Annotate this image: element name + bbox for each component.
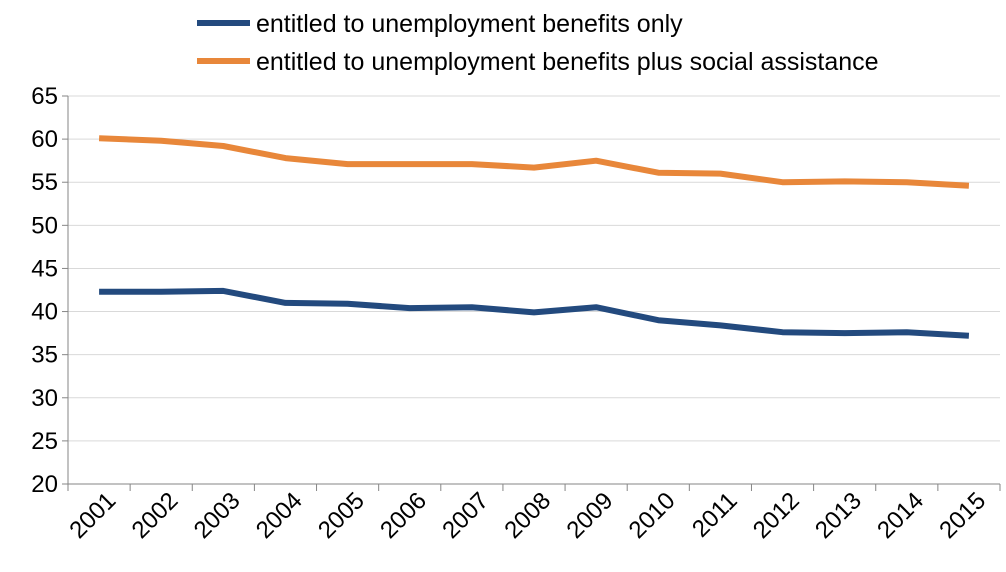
x-tick-label: 2010: [624, 487, 681, 544]
x-tick-label: 2005: [313, 487, 370, 544]
x-tick-label: 2004: [251, 487, 308, 544]
y-tick-label: 55: [31, 169, 58, 196]
x-axis: 2001 2002 2003 2004 2005 2006 2007 2008 2009 2010…: [64, 483, 1001, 544]
gridlines: [68, 95, 1000, 442]
legend-item-benefits-only: entitled to unemployment benefits only: [197, 10, 683, 38]
x-tick-label: 2014: [872, 487, 929, 544]
x-tick-label: 2011: [687, 487, 743, 543]
series-lines: [98, 135, 970, 339]
x-tick-label: 2012: [748, 487, 805, 544]
y-tick-label: 40: [31, 299, 58, 326]
x-tick-label: 2002: [127, 487, 184, 544]
series-line-0: [99, 287, 970, 339]
x-tick-label: 2007: [437, 487, 494, 544]
y-tick-label: 45: [31, 255, 58, 282]
legend-label-benefits-only: entitled to unemployment benefits only: [256, 10, 683, 38]
y-tick-label: 65: [31, 83, 58, 110]
legend-label-benefits-plus-assistance: entitled to unemployment benefits plus s…: [256, 48, 879, 76]
y-tick-label: 30: [31, 385, 58, 412]
y-tick-label: 20: [31, 471, 58, 498]
legend-item-benefits-plus-assistance: entitled to unemployment benefits plus s…: [197, 48, 879, 76]
x-tick-label: 2003: [189, 487, 246, 544]
x-tick-label: 2001: [64, 487, 121, 544]
y-tick-label: 60: [31, 126, 58, 153]
x-tick-label: 2013: [810, 487, 867, 544]
y-tick-label: 25: [31, 428, 58, 455]
y-tick-label: 35: [31, 342, 58, 369]
x-tick-label: 2008: [499, 487, 556, 544]
y-tick-label: 50: [31, 212, 58, 239]
legend: entitled to unemployment benefits only e…: [197, 10, 879, 76]
series-line-1: [98, 135, 970, 189]
y-axis: 20 25 30 35 40 45 50 55 60 65: [31, 83, 69, 498]
x-tick-label: 2006: [375, 487, 432, 544]
x-tick-label: 2009: [562, 487, 619, 544]
x-tick-label: 2015: [934, 487, 991, 544]
